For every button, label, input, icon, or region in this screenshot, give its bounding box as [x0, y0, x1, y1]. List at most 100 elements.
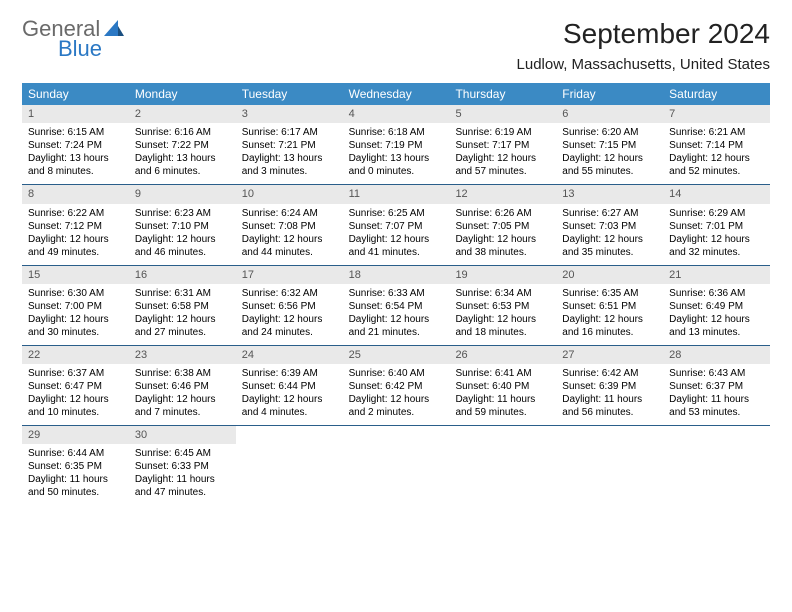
- sunset-text: Sunset: 7:24 PM: [28, 139, 123, 152]
- daylight-text: Daylight: 12 hours: [669, 152, 764, 165]
- sunrise-text: Sunrise: 6:43 AM: [669, 367, 764, 380]
- day-number: 18: [343, 266, 450, 284]
- calendar-day: 28 Sunrise: 6:43 AMSunset: 6:37 PMDayligh…: [663, 346, 770, 425]
- sunrise-text: Sunrise: 6:21 AM: [669, 126, 764, 139]
- calendar-day: 6Sunrise: 6:20 AMSunset: 7:15 PMDaylight…: [556, 105, 663, 184]
- weekday-header: Monday: [129, 83, 236, 105]
- calendar-day: 12Sunrise: 6:26 AMSunset: 7:05 PMDayligh…: [449, 185, 556, 264]
- calendar-day: 30Sunrise: 6:45 AMSunset: 6:33 PMDayligh…: [129, 426, 236, 505]
- calendar-day: 7Sunrise: 6:21 AMSunset: 7:14 PMDaylight…: [663, 105, 770, 184]
- sunset-text: Sunset: 6:51 PM: [562, 300, 657, 313]
- calendar-day: 3Sunrise: 6:17 AMSunset: 7:21 PMDaylight…: [236, 105, 343, 184]
- logo-sail-icon: [104, 20, 124, 40]
- daylight-text: Daylight: 12 hours: [562, 152, 657, 165]
- day-number: 24: [236, 346, 343, 364]
- sunset-text: Sunset: 7:10 PM: [135, 220, 230, 233]
- daylight-text: Daylight: 12 hours: [349, 393, 444, 406]
- day-number: 13: [556, 185, 663, 203]
- calendar-week: 1Sunrise: 6:15 AMSunset: 7:24 PMDaylight…: [22, 105, 770, 185]
- daylight-text: Daylight: 12 hours: [135, 313, 230, 326]
- daylight-text: Daylight: 12 hours: [455, 152, 550, 165]
- logo: General Blue: [22, 18, 124, 60]
- weekday-header: Tuesday: [236, 83, 343, 105]
- sunrise-text: Sunrise: 6:44 AM: [28, 447, 123, 460]
- sunrise-text: Sunrise: 6:42 AM: [562, 367, 657, 380]
- daylight-text: Daylight: 12 hours: [28, 233, 123, 246]
- sunset-text: Sunset: 7:07 PM: [349, 220, 444, 233]
- day-number: 7: [663, 105, 770, 123]
- weekday-header: Saturday: [663, 83, 770, 105]
- title-block: September 2024 Ludlow, Massachusetts, Un…: [517, 18, 770, 73]
- daylight-text: Daylight: 13 hours: [28, 152, 123, 165]
- calendar-week: 8Sunrise: 6:22 AMSunset: 7:12 PMDaylight…: [22, 185, 770, 265]
- daylight-text: and 53 minutes.: [669, 406, 764, 419]
- day-number: 11: [343, 185, 450, 203]
- calendar-day: 11Sunrise: 6:25 AMSunset: 7:07 PMDayligh…: [343, 185, 450, 264]
- calendar-day: 18Sunrise: 6:33 AMSunset: 6:54 PMDayligh…: [343, 266, 450, 345]
- calendar-day: 1 Sunrise: 6:15 AMSunset: 7:24 PMDaylight…: [22, 105, 129, 184]
- sunrise-text: Sunrise: 6:29 AM: [669, 207, 764, 220]
- daylight-text: Daylight: 11 hours: [28, 473, 123, 486]
- daylight-text: and 47 minutes.: [135, 486, 230, 499]
- sunrise-text: Sunrise: 6:41 AM: [455, 367, 550, 380]
- daylight-text: and 49 minutes.: [28, 246, 123, 259]
- calendar-day: [449, 426, 556, 505]
- sunrise-text: Sunrise: 6:27 AM: [562, 207, 657, 220]
- calendar-week: 29Sunrise: 6:44 AMSunset: 6:35 PMDayligh…: [22, 426, 770, 505]
- daylight-text: and 27 minutes.: [135, 326, 230, 339]
- sunset-text: Sunset: 6:54 PM: [349, 300, 444, 313]
- sunset-text: Sunset: 7:22 PM: [135, 139, 230, 152]
- sunrise-text: Sunrise: 6:37 AM: [28, 367, 123, 380]
- day-number: 28: [663, 346, 770, 364]
- calendar-day: 16Sunrise: 6:31 AMSunset: 6:58 PMDayligh…: [129, 266, 236, 345]
- day-number: 17: [236, 266, 343, 284]
- calendar-day: [663, 426, 770, 505]
- daylight-text: and 13 minutes.: [669, 326, 764, 339]
- location: Ludlow, Massachusetts, United States: [517, 56, 770, 73]
- daylight-text: and 41 minutes.: [349, 246, 444, 259]
- sunrise-text: Sunrise: 6:15 AM: [28, 126, 123, 139]
- day-number: 30: [129, 426, 236, 444]
- daylight-text: and 30 minutes.: [28, 326, 123, 339]
- daylight-text: and 59 minutes.: [455, 406, 550, 419]
- day-number: 1: [22, 105, 129, 123]
- calendar: Sunday Monday Tuesday Wednesday Thursday…: [22, 83, 770, 505]
- daylight-text: Daylight: 11 hours: [669, 393, 764, 406]
- daylight-text: Daylight: 12 hours: [562, 313, 657, 326]
- weekday-header: Wednesday: [343, 83, 450, 105]
- sunrise-text: Sunrise: 6:31 AM: [135, 287, 230, 300]
- calendar-week: 15Sunrise: 6:30 AMSunset: 7:00 PMDayligh…: [22, 266, 770, 346]
- daylight-text: and 50 minutes.: [28, 486, 123, 499]
- daylight-text: Daylight: 12 hours: [28, 313, 123, 326]
- day-number: 10: [236, 185, 343, 203]
- daylight-text: Daylight: 13 hours: [349, 152, 444, 165]
- sunset-text: Sunset: 6:44 PM: [242, 380, 337, 393]
- daylight-text: and 0 minutes.: [349, 165, 444, 178]
- sunrise-text: Sunrise: 6:35 AM: [562, 287, 657, 300]
- day-number: 12: [449, 185, 556, 203]
- day-number: 29: [22, 426, 129, 444]
- calendar-day: 8Sunrise: 6:22 AMSunset: 7:12 PMDaylight…: [22, 185, 129, 264]
- calendar-day: 17Sunrise: 6:32 AMSunset: 6:56 PMDayligh…: [236, 266, 343, 345]
- calendar-day: 23Sunrise: 6:38 AMSunset: 6:46 PMDayligh…: [129, 346, 236, 425]
- weekday-header: Friday: [556, 83, 663, 105]
- daylight-text: Daylight: 12 hours: [562, 233, 657, 246]
- calendar-day: 13Sunrise: 6:27 AMSunset: 7:03 PMDayligh…: [556, 185, 663, 264]
- day-number: 20: [556, 266, 663, 284]
- calendar-day: 29Sunrise: 6:44 AMSunset: 6:35 PMDayligh…: [22, 426, 129, 505]
- sunset-text: Sunset: 6:39 PM: [562, 380, 657, 393]
- daylight-text: Daylight: 12 hours: [242, 393, 337, 406]
- day-number: 19: [449, 266, 556, 284]
- calendar-day: 19Sunrise: 6:34 AMSunset: 6:53 PMDayligh…: [449, 266, 556, 345]
- sunset-text: Sunset: 7:15 PM: [562, 139, 657, 152]
- sunrise-text: Sunrise: 6:36 AM: [669, 287, 764, 300]
- calendar-day: 26Sunrise: 6:41 AMSunset: 6:40 PMDayligh…: [449, 346, 556, 425]
- calendar-day: 20 Sunrise: 6:35 AMSunset: 6:51 PMDayligh…: [556, 266, 663, 345]
- sunrise-text: Sunrise: 6:40 AM: [349, 367, 444, 380]
- day-number: 26: [449, 346, 556, 364]
- sunset-text: Sunset: 6:37 PM: [669, 380, 764, 393]
- day-number: 4: [343, 105, 450, 123]
- sunset-text: Sunset: 6:42 PM: [349, 380, 444, 393]
- sunrise-text: Sunrise: 6:38 AM: [135, 367, 230, 380]
- logo-text-blue: Blue: [58, 38, 124, 60]
